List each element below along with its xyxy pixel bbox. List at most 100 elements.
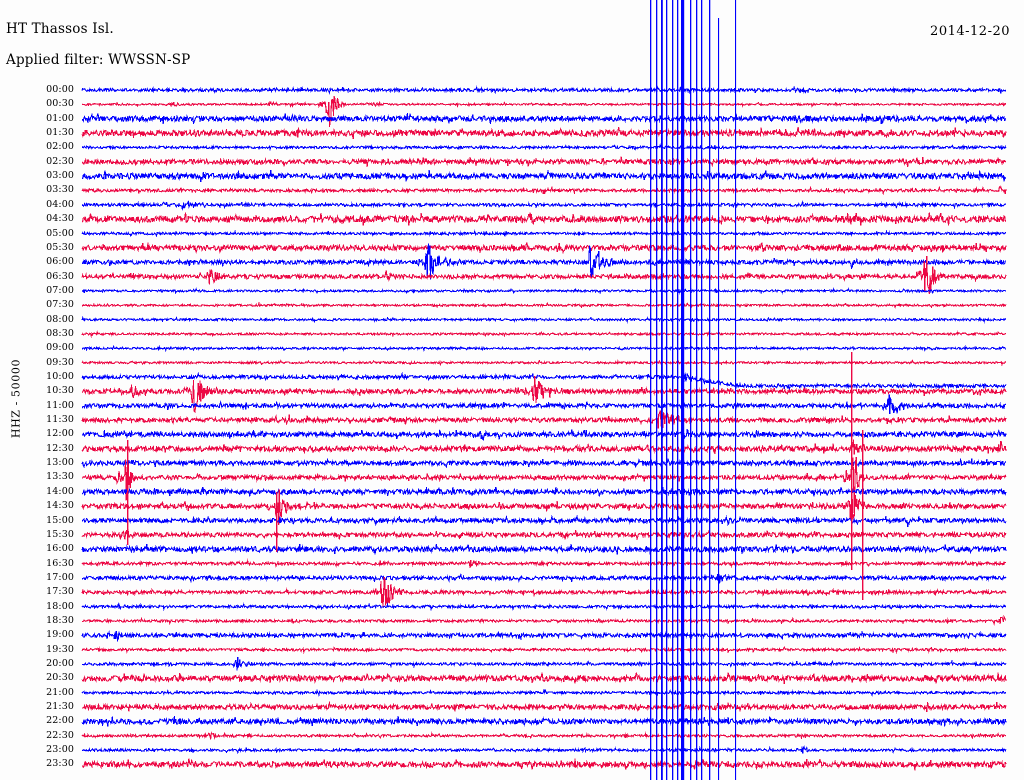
seismic-trace bbox=[81, 95, 1007, 127]
vertical-spike-line bbox=[656, 0, 658, 780]
seismic-trace bbox=[81, 543, 1007, 555]
time-tick-label: 22:00 bbox=[46, 715, 74, 727]
large-event-marker bbox=[127, 440, 129, 545]
time-tick-label: 01:00 bbox=[46, 112, 74, 124]
vertical-spike-line bbox=[735, 0, 737, 780]
time-tick-label: 18:30 bbox=[46, 614, 74, 626]
time-tick-label: 22:30 bbox=[46, 729, 74, 741]
time-tick-label: 19:00 bbox=[46, 629, 74, 641]
seismic-trace bbox=[81, 301, 1007, 310]
time-tick-label: 12:00 bbox=[46, 428, 74, 440]
seismic-trace bbox=[81, 371, 1007, 391]
seismic-trace bbox=[81, 315, 1007, 324]
large-event-marker bbox=[851, 352, 853, 570]
seismic-trace bbox=[81, 359, 1007, 367]
vertical-spike-line bbox=[718, 18, 720, 780]
seismic-trace bbox=[81, 630, 1007, 642]
time-tick-label: 12:30 bbox=[46, 442, 74, 454]
seismic-trace bbox=[81, 85, 1007, 95]
seismic-trace bbox=[81, 672, 1007, 685]
time-tick-label: 13:00 bbox=[46, 457, 74, 469]
time-tick-label: 09:00 bbox=[46, 342, 74, 354]
station-title: HT Thassos Isl. bbox=[6, 21, 114, 37]
vertical-spike-line bbox=[650, 0, 652, 780]
seismic-trace bbox=[81, 287, 1007, 295]
seismic-trace bbox=[81, 143, 1007, 152]
seismic-trace bbox=[81, 394, 1007, 414]
seismic-trace bbox=[81, 428, 1007, 442]
time-tick-label: 06:00 bbox=[46, 256, 74, 268]
time-tick-label: 23:00 bbox=[46, 744, 74, 756]
time-tick-label: 04:00 bbox=[46, 198, 74, 210]
large-event-marker bbox=[862, 430, 864, 600]
seismic-trace bbox=[81, 715, 1007, 727]
time-tick-label: 19:30 bbox=[46, 643, 74, 655]
time-tick-label: 03:00 bbox=[46, 170, 74, 182]
time-axis: 00:00 00:30 01:00 01:30 02:00 02:30 03:00 03:30… bbox=[0, 0, 80, 780]
seismic-trace bbox=[81, 243, 1007, 280]
time-tick-label: 02:30 bbox=[46, 155, 74, 167]
seismic-trace bbox=[81, 614, 1007, 627]
vertical-spike-line bbox=[672, 0, 674, 780]
seismic-trace bbox=[81, 731, 1007, 741]
applied-filter-label: Applied filter: WWSSN-SP bbox=[6, 52, 191, 68]
seismic-trace bbox=[81, 410, 1007, 429]
time-tick-label: 10:00 bbox=[46, 371, 74, 382]
seismic-trace bbox=[81, 439, 1007, 455]
time-tick-label: 17:30 bbox=[46, 586, 74, 598]
time-tick-label: 16:00 bbox=[46, 543, 74, 555]
time-tick-label: 15:00 bbox=[46, 514, 74, 526]
time-tick-label: 02:00 bbox=[46, 141, 74, 153]
seismic-trace bbox=[81, 688, 1007, 698]
seismic-trace bbox=[81, 514, 1007, 528]
vertical-spike-line bbox=[681, 0, 685, 780]
time-tick-label: 03:30 bbox=[46, 184, 74, 196]
time-tick-label: 09:30 bbox=[46, 356, 74, 368]
seismic-trace bbox=[81, 126, 1007, 140]
time-tick-label: 07:30 bbox=[46, 299, 74, 311]
seismic-trace bbox=[81, 169, 1007, 182]
seismic-trace bbox=[81, 330, 1007, 339]
seismic-trace bbox=[81, 199, 1007, 211]
time-tick-label: 11:00 bbox=[46, 399, 74, 411]
time-tick-label: 14:00 bbox=[46, 485, 74, 497]
seismic-trace bbox=[81, 528, 1007, 542]
seismic-trace bbox=[81, 112, 1007, 124]
date-label: 2014-12-20 bbox=[930, 24, 1010, 39]
vertical-spike-line bbox=[661, 0, 663, 780]
time-tick-label: 01:30 bbox=[46, 127, 74, 139]
seismic-trace bbox=[81, 602, 1007, 612]
seismic-trace bbox=[81, 256, 1007, 295]
seismic-trace bbox=[81, 656, 1007, 671]
seismic-trace bbox=[81, 212, 1007, 226]
time-tick-label: 08:30 bbox=[46, 327, 74, 339]
time-tick-label: 17:00 bbox=[46, 571, 74, 583]
time-tick-label: 00:30 bbox=[46, 98, 74, 110]
vertical-spike-line bbox=[709, 0, 711, 780]
time-tick-label: 05:00 bbox=[46, 227, 74, 239]
vertical-spike-line bbox=[696, 0, 698, 780]
seismic-trace bbox=[81, 577, 1007, 607]
time-tick-label: 08:00 bbox=[46, 313, 74, 325]
time-tick-label: 07:00 bbox=[46, 284, 74, 296]
seismic-trace bbox=[81, 486, 1007, 497]
time-tick-label: 21:00 bbox=[46, 686, 74, 698]
seismic-trace bbox=[81, 572, 1007, 584]
vertical-spike-line bbox=[690, 0, 692, 780]
seismic-trace bbox=[81, 241, 1007, 255]
large-event-marker bbox=[276, 492, 278, 552]
seismic-trace bbox=[82, 344, 1007, 353]
seismic-trace bbox=[81, 229, 1007, 238]
time-tick-label: 18:00 bbox=[46, 600, 74, 612]
time-tick-label: 05:30 bbox=[46, 241, 74, 253]
time-tick-label: 10:30 bbox=[46, 385, 74, 397]
time-tick-label: 06:30 bbox=[46, 270, 74, 282]
time-tick-label: 04:30 bbox=[46, 213, 74, 225]
time-tick-label: 14:30 bbox=[46, 500, 74, 512]
vertical-spike-line bbox=[677, 0, 679, 780]
time-tick-label: 16:30 bbox=[46, 557, 74, 569]
seismic-trace bbox=[81, 185, 1007, 196]
seismic-trace bbox=[81, 645, 1007, 655]
